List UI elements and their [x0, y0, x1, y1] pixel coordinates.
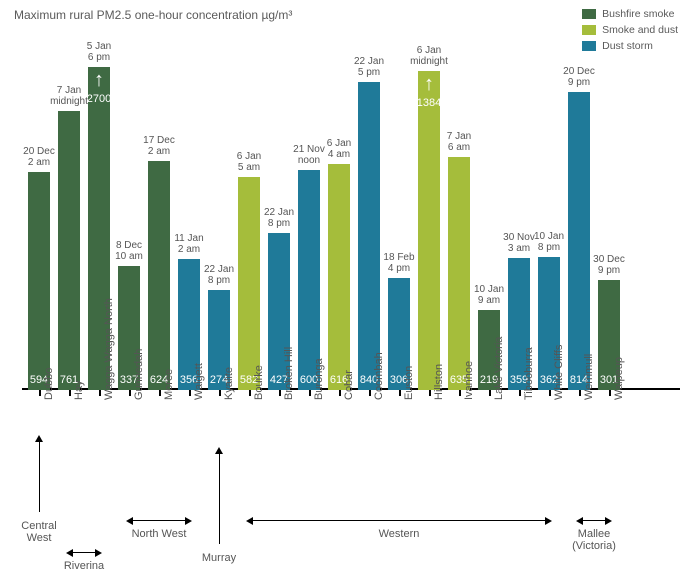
bar: 635 — [448, 157, 470, 390]
bar-time-label: 10 Jan8 pm — [525, 231, 573, 253]
bar: 616 — [328, 164, 350, 390]
bar-time-label: 7 Jan6 am — [435, 131, 483, 153]
region-arrowhead-icon — [215, 447, 223, 454]
region-arrowhead-icon — [185, 517, 192, 525]
plot-area: 59420 Dec2 am7617 Janmidnight↑27005 Jan6… — [22, 60, 680, 390]
region-arrowhead-icon — [95, 549, 102, 557]
region-arrow — [39, 437, 40, 512]
region-arrowhead-icon — [126, 517, 133, 525]
bar: ↑1384 — [418, 71, 440, 390]
region-arrowhead-icon — [35, 435, 43, 442]
overflow-arrow-icon: ↑ — [424, 73, 434, 96]
bar: 624 — [148, 161, 170, 390]
bar: 600 — [298, 170, 320, 390]
region-label: Western — [359, 528, 439, 540]
bar-time-label: 30 Dec9 pm — [585, 254, 633, 276]
bar-time-label: 6 Jan5 am — [225, 151, 273, 173]
x-axis-label: Lake Victoria — [493, 337, 505, 400]
bar: 761 — [58, 111, 80, 390]
legend-item: Smoke and dust — [582, 22, 678, 38]
region-arrow — [73, 552, 95, 553]
x-axis-label: Wagga Wagga North — [103, 298, 115, 400]
region-arrow — [253, 520, 545, 521]
bar-time-label: 6 Jan4 am — [315, 138, 363, 160]
region-annotations: Central WestRiverinaNorth WestMurrayWest… — [22, 392, 680, 562]
region-arrowhead-icon — [246, 517, 253, 525]
bar-time-label: 6 Janmidnight — [405, 45, 453, 67]
bar-time-label: 11 Jan2 am — [165, 233, 213, 255]
legend-swatch — [582, 41, 596, 51]
legend-swatch — [582, 9, 596, 19]
bar: 594 — [28, 172, 50, 390]
legend-label: Smoke and dust — [602, 24, 678, 36]
bar-time-label: 20 Dec2 am — [15, 146, 63, 168]
bar-time-label: 22 Jan8 pm — [255, 207, 303, 229]
region-label: North West — [119, 528, 199, 540]
region-arrow — [133, 520, 185, 521]
bar: 840 — [358, 82, 380, 390]
region-arrowhead-icon — [576, 517, 583, 525]
legend-label: Bushfire smoke — [602, 8, 674, 20]
bar-time-label: 10 Jan9 am — [465, 284, 513, 306]
bar-time-label: 22 Jan8 pm — [195, 264, 243, 286]
legend-swatch — [582, 25, 596, 35]
bar-time-label: 17 Dec2 am — [135, 135, 183, 157]
region-arrowhead-icon — [545, 517, 552, 525]
region-label: Murray — [189, 552, 249, 564]
region-arrowhead-icon — [605, 517, 612, 525]
region-label: Riverina — [44, 560, 124, 572]
bar-time-label: 22 Jan5 pm — [345, 56, 393, 78]
region-label: Mallee(Victoria) — [554, 528, 634, 552]
legend-label: Dust storm — [602, 40, 653, 52]
bar-time-label: 5 Jan6 pm — [75, 41, 123, 63]
chart-title: Maximum rural PM2.5 one-hour concentrati… — [14, 8, 292, 22]
region-arrowhead-icon — [66, 549, 73, 557]
bar-time-label: 20 Dec9 pm — [555, 66, 603, 88]
region-arrow — [583, 520, 605, 521]
legend-item: Bushfire smoke — [582, 6, 678, 22]
region-arrow — [219, 449, 220, 544]
bar: 814 — [568, 92, 590, 390]
region-label: Central West — [9, 520, 69, 544]
legend: Bushfire smoke Smoke and dust Dust storm — [582, 6, 678, 54]
legend-item: Dust storm — [582, 38, 678, 54]
overflow-arrow-icon: ↑ — [94, 69, 104, 92]
bar-time-label: 8 Dec10 am — [105, 240, 153, 262]
